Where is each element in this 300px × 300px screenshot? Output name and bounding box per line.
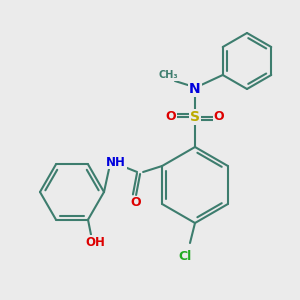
Text: NH: NH xyxy=(106,155,126,169)
Text: S: S xyxy=(190,110,200,124)
Text: N: N xyxy=(189,82,201,96)
Text: CH₃: CH₃ xyxy=(158,70,178,80)
Text: OH: OH xyxy=(85,236,105,249)
Text: Cl: Cl xyxy=(178,250,192,263)
Text: O: O xyxy=(166,110,176,124)
Text: O: O xyxy=(131,196,141,209)
Text: O: O xyxy=(214,110,224,124)
